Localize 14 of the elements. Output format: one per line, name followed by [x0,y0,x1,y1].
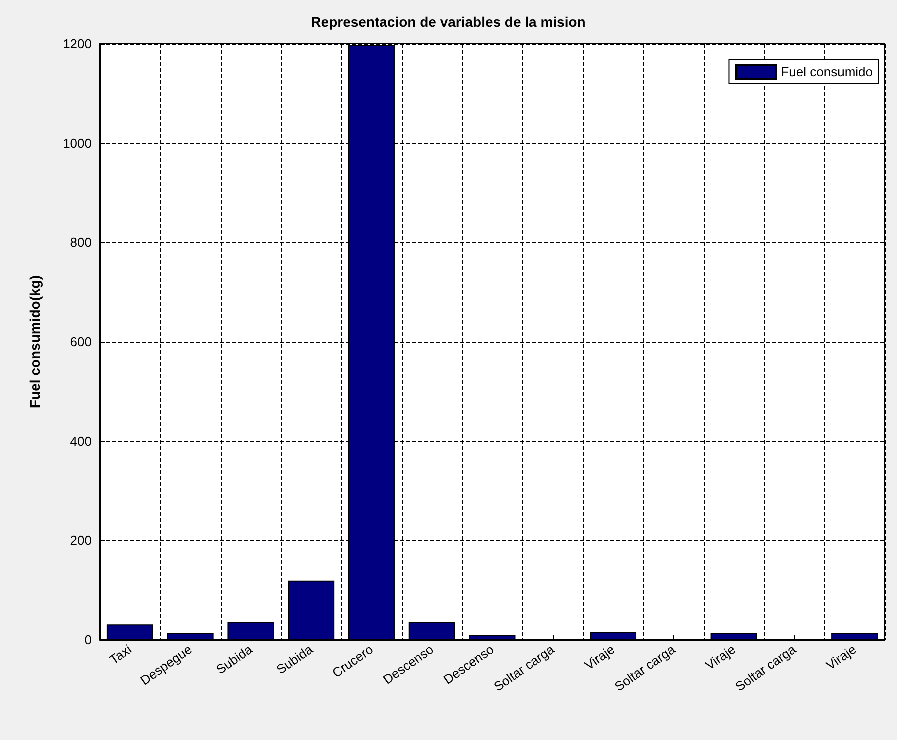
x-tick-label: Taxi [106,642,135,668]
x-tick-label: Viraje [823,642,860,674]
y-tick-label: 800 [70,235,92,250]
y-tick-label: 1000 [63,136,92,151]
y-tick-label: 1200 [63,36,92,52]
y-tick-label: 400 [70,434,92,449]
y-tick-label: 0 [84,632,92,648]
x-tick-label: Viraje [582,642,618,674]
x-tick-label: Viraje [702,642,738,674]
chart-title: Representacion de variables de la mision [311,14,586,30]
y-tick-label: 600 [70,334,92,350]
y-axis-title: Fuel consumido(kg) [27,276,43,408]
legend-label: Fuel consumido [781,64,874,80]
y-tick-label: 200 [70,533,92,548]
